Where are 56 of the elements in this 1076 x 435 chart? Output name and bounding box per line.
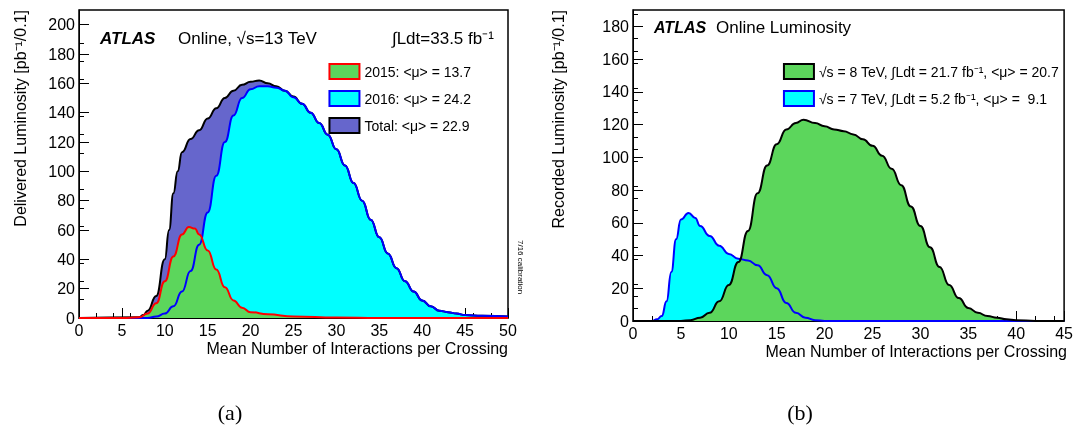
x-tick-label: 15 — [767, 324, 786, 342]
x-tick-label: 30 — [327, 321, 346, 339]
x-tick-label: 45 — [1055, 324, 1074, 342]
x-tick-label: 10 — [719, 324, 738, 342]
y-tick-label: 100 — [602, 148, 630, 166]
y-tick-label: 180 — [602, 17, 630, 35]
y-tick-label: 200 — [48, 16, 76, 34]
y-tick-label: 20 — [611, 279, 630, 297]
x-tick-label: 45 — [456, 321, 475, 339]
annotation: Online Luminosity — [716, 17, 852, 37]
y-tick-label: 140 — [602, 83, 630, 101]
x-tick-label: 15 — [198, 321, 217, 339]
x-tick-label: 40 — [1007, 324, 1026, 342]
legend-label: √s = 8 TeV, ∫Ldt = 21.7 fb⁻¹, <μ> = 20.7 — [818, 63, 1059, 80]
x-tick-label: 5 — [117, 321, 127, 339]
y-tick-label: 180 — [48, 45, 76, 63]
x-tick-label: 50 — [499, 321, 517, 339]
y-tick-label: 140 — [48, 104, 76, 122]
y-axis-title: Delivered Luminosity [pb⁻¹/0.1] — [11, 10, 29, 227]
x-tick-label: 5 — [676, 324, 686, 342]
y-tick-label: 60 — [57, 221, 76, 239]
x-tick-label: 10 — [155, 321, 174, 339]
y-tick-label: 100 — [48, 162, 76, 180]
y-tick-label: 0 — [66, 309, 76, 327]
x-tick-label: 40 — [413, 321, 432, 339]
x-tick-label: 20 — [815, 324, 834, 342]
x-tick-label: 35 — [959, 324, 978, 342]
x-tick-label: 20 — [241, 321, 260, 339]
x-tick-label: 25 — [284, 321, 303, 339]
y-tick-label: 160 — [48, 74, 76, 92]
y-tick-label: 80 — [57, 192, 76, 210]
legend-label: 2016: <μ> = 24.2 — [364, 90, 472, 107]
y-tick-label: 120 — [602, 116, 630, 134]
y-tick-label: 40 — [611, 247, 630, 265]
annotation: ∫Ldt=33.5 fb⁻¹ — [391, 28, 495, 48]
text: (a) — [217, 399, 243, 425]
annotation: ATLAS — [653, 18, 707, 36]
x-axis-title: Mean Number of Interactions per Crossing — [206, 339, 508, 357]
y-tick-label: 160 — [602, 50, 630, 68]
y-tick-label: 120 — [48, 133, 76, 151]
x-axis-title: Mean Number of Interactions per Crossing — [765, 342, 1067, 360]
y-axis-title: Recorded Luminosity [pb⁻¹/0.1] — [549, 10, 567, 229]
annotation: ATLAS — [99, 28, 157, 48]
y-tick-label: 20 — [57, 280, 76, 298]
x-tick-label: 25 — [863, 324, 882, 342]
annotation: Online, √s=13 TeV — [178, 28, 318, 48]
legend-label: √s = 7 TeV, ∫Ldt = 5.2 fb⁻¹, <μ> = 9.1 — [818, 90, 1048, 107]
legend-label: 2015: <μ> = 13.7 — [364, 63, 472, 80]
y-tick-label: 40 — [57, 250, 76, 268]
legend-label: Total: <μ> = 22.9 — [364, 117, 470, 134]
x-tick-label: 30 — [911, 324, 930, 342]
y-tick-label: 80 — [611, 181, 630, 199]
y-tick-label: 60 — [611, 214, 630, 232]
text: 7/16 calibration — [515, 240, 525, 295]
x-tick-label: 35 — [370, 321, 389, 339]
text: (b) — [787, 399, 813, 425]
